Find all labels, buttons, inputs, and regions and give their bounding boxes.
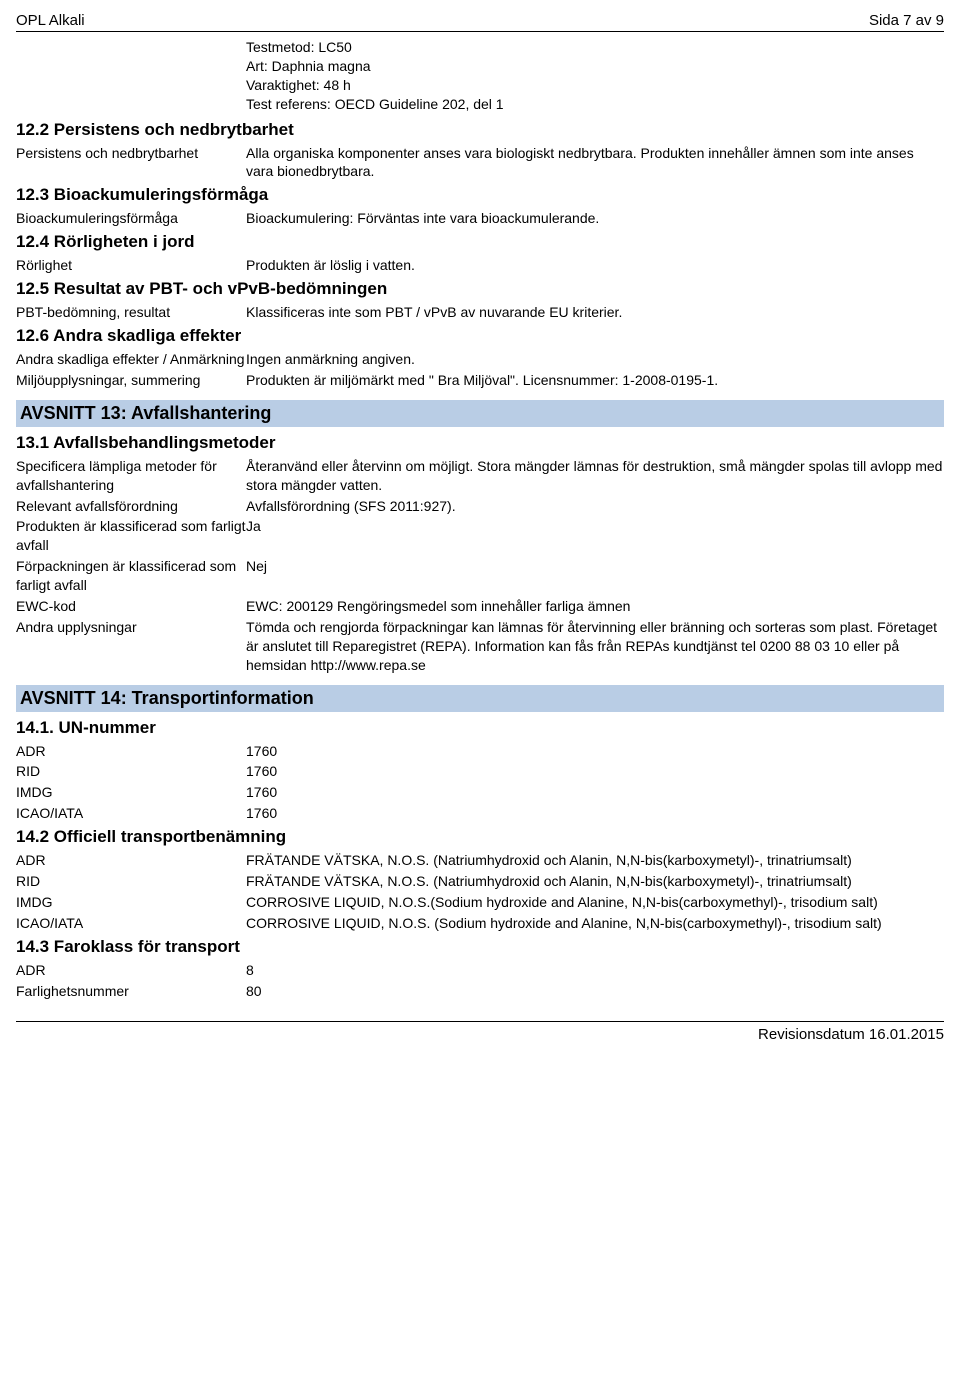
pretext-species: Art: Daphnia magna xyxy=(246,57,944,76)
row-13-3: Produkten är klassificerad som farligt a… xyxy=(16,517,944,555)
header-product: OPL Alkali xyxy=(16,12,85,29)
value-13-4: Nej xyxy=(246,557,944,576)
value-14-3-fn: 80 xyxy=(246,982,944,1001)
label-13-6: Andra upplysningar xyxy=(16,618,246,637)
label-12-2-1: Persistens och nedbrytbarhet xyxy=(16,144,246,163)
pretext-test-method: Testmetod: LC50 xyxy=(246,38,944,57)
value-12-2-1: Alla organiska komponenter anses vara bi… xyxy=(246,144,944,182)
row-14-3-adr: ADR 8 xyxy=(16,961,944,980)
label-14-1-icao: ICAO/IATA xyxy=(16,804,246,823)
label-14-2-icao: ICAO/IATA xyxy=(16,914,246,933)
label-13-1: Specificera lämpliga metoder för avfalls… xyxy=(16,457,246,495)
row-12-6-1: Andra skadliga effekter / Anmärkning Ing… xyxy=(16,350,944,369)
value-13-6: Tömda och rengjorda förpackningar kan lä… xyxy=(246,618,944,675)
value-12-6-1: Ingen anmärkning angiven. xyxy=(246,350,944,369)
heading-13-1: 13.1 Avfallsbehandlingsmetoder xyxy=(16,433,944,453)
value-13-3: Ja xyxy=(246,517,944,536)
value-14-1-adr: 1760 xyxy=(246,742,944,761)
heading-14-3: 14.3 Faroklass för transport xyxy=(16,937,944,957)
value-14-3-adr: 8 xyxy=(246,961,944,980)
heading-12-4: 12.4 Rörligheten i jord xyxy=(16,232,944,252)
pretext-block: Testmetod: LC50 Art: Daphnia magna Varak… xyxy=(246,38,944,114)
label-14-3-adr: ADR xyxy=(16,961,246,980)
label-14-2-rid: RID xyxy=(16,872,246,891)
value-13-5: EWC: 200129 Rengöringsmedel som innehåll… xyxy=(246,597,944,616)
heading-14-1: 14.1. UN-nummer xyxy=(16,718,944,738)
value-13-2: Avfallsförordning (SFS 2011:927). xyxy=(246,497,944,516)
page-header: OPL Alkali Sida 7 av 9 xyxy=(16,12,944,32)
value-12-5-1: Klassificeras inte som PBT / vPvB av nuv… xyxy=(246,303,944,322)
row-13-5: EWC-kod EWC: 200129 Rengöringsmedel som … xyxy=(16,597,944,616)
label-13-3: Produkten är klassificerad som farligt a… xyxy=(16,517,246,555)
row-14-1-imdg: IMDG 1760 xyxy=(16,783,944,802)
value-12-4-1: Produkten är löslig i vatten. xyxy=(246,256,944,275)
footer-revision: Revisionsdatum 16.01.2015 xyxy=(758,1026,944,1043)
label-14-1-adr: ADR xyxy=(16,742,246,761)
label-13-4: Förpackningen är klassificerad som farli… xyxy=(16,557,246,595)
value-12-3-1: Bioackumulering: Förväntas inte vara bio… xyxy=(246,209,944,228)
label-14-2-imdg: IMDG xyxy=(16,893,246,912)
value-14-2-rid: FRÄTANDE VÄTSKA, N.O.S. (Natriumhydroxid… xyxy=(246,872,944,891)
row-14-2-adr: ADR FRÄTANDE VÄTSKA, N.O.S. (Natriumhydr… xyxy=(16,851,944,870)
label-13-5: EWC-kod xyxy=(16,597,246,616)
label-13-2: Relevant avfallsförordning xyxy=(16,497,246,516)
pretext-reference: Test referens: OECD Guideline 202, del 1 xyxy=(246,95,944,114)
value-14-1-icao: 1760 xyxy=(246,804,944,823)
label-14-3-fn: Farlighetsnummer xyxy=(16,982,246,1001)
row-14-1-icao: ICAO/IATA 1760 xyxy=(16,804,944,823)
row-13-4: Förpackningen är klassificerad som farli… xyxy=(16,557,944,595)
value-14-2-adr: FRÄTANDE VÄTSKA, N.O.S. (Natriumhydroxid… xyxy=(246,851,944,870)
label-12-6-2: Miljöupplysningar, summering xyxy=(16,371,246,390)
heading-12-5: 12.5 Resultat av PBT- och vPvB-bedömning… xyxy=(16,279,944,299)
row-14-2-rid: RID FRÄTANDE VÄTSKA, N.O.S. (Natriumhydr… xyxy=(16,872,944,891)
heading-14-2: 14.2 Officiell transportbenämning xyxy=(16,827,944,847)
pretext-duration: Varaktighet: 48 h xyxy=(246,76,944,95)
row-12-2-1: Persistens och nedbrytbarhet Alla organi… xyxy=(16,144,944,182)
row-13-6: Andra upplysningar Tömda och rengjorda f… xyxy=(16,618,944,675)
row-13-1: Specificera lämpliga metoder för avfalls… xyxy=(16,457,944,495)
value-13-1: Återanvänd eller återvinn om möjligt. St… xyxy=(246,457,944,495)
row-13-2: Relevant avfallsförordning Avfallsförord… xyxy=(16,497,944,516)
value-14-1-rid: 1760 xyxy=(246,762,944,781)
label-14-1-imdg: IMDG xyxy=(16,783,246,802)
row-14-3-fn: Farlighetsnummer 80 xyxy=(16,982,944,1001)
row-12-5-1: PBT-bedömning, resultat Klassificeras in… xyxy=(16,303,944,322)
label-14-1-rid: RID xyxy=(16,762,246,781)
label-14-2-adr: ADR xyxy=(16,851,246,870)
section-14-bar: AVSNITT 14: Transportinformation xyxy=(16,685,944,712)
value-14-1-imdg: 1760 xyxy=(246,783,944,802)
section-13-bar: AVSNITT 13: Avfallshantering xyxy=(16,400,944,427)
row-14-1-adr: ADR 1760 xyxy=(16,742,944,761)
heading-12-2: 12.2 Persistens och nedbrytbarhet xyxy=(16,120,944,140)
row-14-1-rid: RID 1760 xyxy=(16,762,944,781)
row-12-3-1: Bioackumuleringsförmåga Bioackumulering:… xyxy=(16,209,944,228)
label-12-4-1: Rörlighet xyxy=(16,256,246,275)
row-12-6-2: Miljöupplysningar, summering Produkten ä… xyxy=(16,371,944,390)
label-12-6-1: Andra skadliga effekter / Anmärkning xyxy=(16,350,246,369)
row-14-2-imdg: IMDG CORROSIVE LIQUID, N.O.S.(Sodium hyd… xyxy=(16,893,944,912)
header-page-info: Sida 7 av 9 xyxy=(869,12,944,29)
row-12-4-1: Rörlighet Produkten är löslig i vatten. xyxy=(16,256,944,275)
page-footer: Revisionsdatum 16.01.2015 xyxy=(16,1021,944,1043)
heading-12-3: 12.3 Bioackumuleringsförmåga xyxy=(16,185,944,205)
heading-12-6: 12.6 Andra skadliga effekter xyxy=(16,326,944,346)
value-14-2-imdg: CORROSIVE LIQUID, N.O.S.(Sodium hydroxid… xyxy=(246,893,944,912)
value-12-6-2: Produkten är miljömärkt med " Bra Miljöv… xyxy=(246,371,944,390)
label-12-5-1: PBT-bedömning, resultat xyxy=(16,303,246,322)
value-14-2-icao: CORROSIVE LIQUID, N.O.S. (Sodium hydroxi… xyxy=(246,914,944,933)
label-12-3-1: Bioackumuleringsförmåga xyxy=(16,209,246,228)
row-14-2-icao: ICAO/IATA CORROSIVE LIQUID, N.O.S. (Sodi… xyxy=(16,914,944,933)
